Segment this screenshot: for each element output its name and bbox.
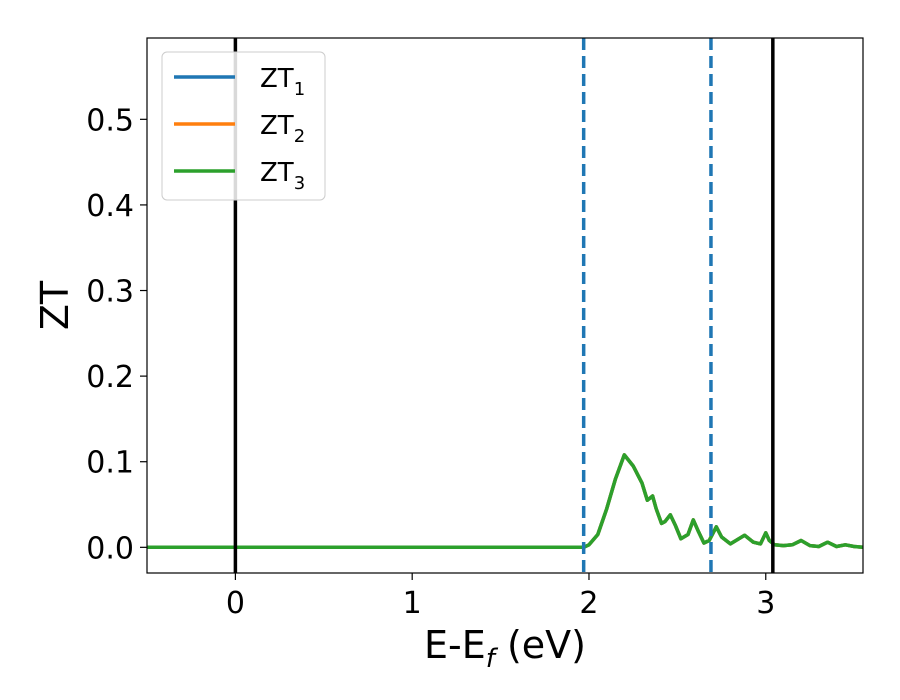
x-tick-label: 0 [226, 586, 245, 621]
legend-label-2: ZT2 [260, 111, 305, 147]
legend-box [161, 51, 326, 201]
series-line-3 [147, 453, 863, 550]
x-tick-label: 3 [756, 586, 775, 621]
x-axis-label-main: E-E [424, 623, 486, 667]
x-axis-label: E-Ef (eV) [424, 623, 586, 674]
legend-label-subscript: 1 [294, 79, 305, 100]
legend-label-text: ZT [260, 158, 294, 188]
legend-label-text: ZT [260, 111, 294, 141]
legend-label-text: ZT [260, 64, 294, 94]
plot-frame [146, 37, 864, 574]
y-tick-label: 0.5 [86, 103, 134, 138]
y-tick-label: 0.2 [86, 360, 134, 395]
y-tick-label: 0.4 [86, 189, 134, 224]
y-axis-label: ZT [33, 280, 77, 330]
y-tick-label: 0.0 [86, 531, 134, 566]
y-tick-label: 0.3 [86, 275, 134, 310]
y-tick-label: 0.1 [86, 446, 134, 481]
legend-label-subscript: 3 [294, 173, 305, 194]
axis-ticks: 0 1 2 3 0.0 0.1 0.2 0.3 0.4 0.5 [86, 103, 775, 621]
x-tick-label: 2 [579, 586, 598, 621]
legend-label-subscript: 2 [294, 126, 305, 147]
legend-label-3: ZT3 [260, 158, 305, 194]
x-tick-label: 1 [403, 586, 422, 621]
x-axis-label-unit: (eV) [495, 623, 586, 667]
plot-layer [147, 453, 863, 550]
legend-label-1: ZT1 [260, 64, 305, 100]
